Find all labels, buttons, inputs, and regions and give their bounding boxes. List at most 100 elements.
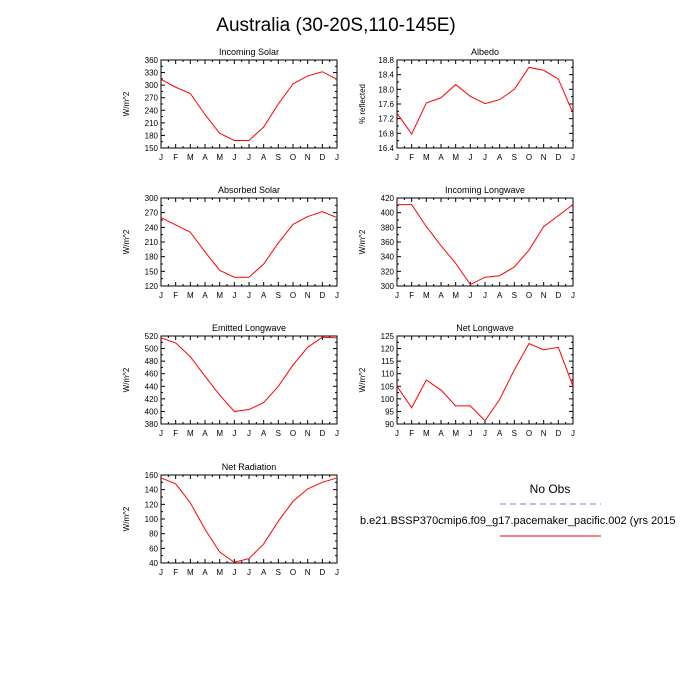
x-tick-label: J xyxy=(247,429,251,438)
x-tick-label: M xyxy=(423,291,430,300)
x-tick-label: F xyxy=(409,429,414,438)
y-tick-label: 18.0 xyxy=(378,85,394,94)
x-tick-label: M xyxy=(423,153,430,162)
y-tick-label: 440 xyxy=(145,382,159,391)
x-tick-label: M xyxy=(452,153,459,162)
x-tick-label: J xyxy=(159,568,163,577)
y-axis-label: W/m^2 xyxy=(358,367,367,392)
x-tick-label: O xyxy=(526,291,532,300)
y-tick-label: 240 xyxy=(145,223,159,232)
x-tick-label: S xyxy=(512,429,517,438)
x-tick-label: J xyxy=(232,291,236,300)
legend: No Obs b.e21.BSSP370cmip6.f09_g17.pacema… xyxy=(360,482,676,537)
y-tick-label: 420 xyxy=(145,395,159,404)
x-tick-label: S xyxy=(276,568,281,577)
y-tick-label: 60 xyxy=(149,544,158,553)
x-tick-label: J xyxy=(483,429,487,438)
x-tick-label: A xyxy=(261,568,267,577)
y-tick-label: 320 xyxy=(381,267,395,276)
y-axis-label: % reflected xyxy=(358,84,367,124)
x-tick-label: A xyxy=(202,153,208,162)
x-tick-label: J xyxy=(232,568,236,577)
y-tick-label: 180 xyxy=(145,131,159,140)
y-axis-label: W/m^2 xyxy=(122,91,131,116)
x-tick-label: J xyxy=(571,429,575,438)
y-tick-label: 520 xyxy=(145,332,159,341)
x-tick-label: N xyxy=(541,291,547,300)
plot-frame xyxy=(160,474,338,564)
x-tick-label: J xyxy=(571,291,575,300)
x-tick-label: A xyxy=(202,429,208,438)
x-tick-label: J xyxy=(335,429,339,438)
series-line xyxy=(396,66,574,136)
x-tick-label: F xyxy=(409,291,414,300)
y-tick-label: 40 xyxy=(149,559,158,568)
y-tick-label: 180 xyxy=(145,253,159,262)
y-tick-label: 300 xyxy=(145,194,159,203)
plot-frame xyxy=(160,335,338,425)
y-tick-label: 340 xyxy=(381,253,395,262)
x-tick-label: D xyxy=(555,291,561,300)
y-tick-label: 300 xyxy=(381,282,395,291)
x-tick-label: M xyxy=(216,153,223,162)
y-tick-label: 380 xyxy=(381,223,395,232)
x-tick-label: M xyxy=(187,291,194,300)
series-line xyxy=(160,211,338,278)
x-tick-label: F xyxy=(173,568,178,577)
x-tick-label: O xyxy=(290,568,296,577)
x-tick-label: J xyxy=(483,291,487,300)
y-tick-label: 400 xyxy=(381,209,395,218)
x-tick-label: J xyxy=(395,429,399,438)
x-tick-label: J xyxy=(247,153,251,162)
y-tick-label: 120 xyxy=(381,345,395,354)
panel-title: Net Longwave xyxy=(456,323,514,333)
x-tick-label: A xyxy=(202,568,208,577)
x-tick-label: M xyxy=(187,429,194,438)
x-tick-label: O xyxy=(290,153,296,162)
y-tick-label: 360 xyxy=(145,56,159,65)
y-axis-label: W/m^2 xyxy=(122,506,131,531)
x-tick-label: F xyxy=(173,429,178,438)
x-tick-label: S xyxy=(276,153,281,162)
x-tick-label: J xyxy=(395,153,399,162)
x-tick-label: S xyxy=(512,153,517,162)
y-tick-label: 80 xyxy=(149,530,158,539)
x-tick-label: D xyxy=(555,153,561,162)
figure-title: Australia (30-20S,110-145E) xyxy=(216,15,455,36)
panel-title: Absorbed Solar xyxy=(218,185,280,195)
y-tick-label: 100 xyxy=(145,515,159,524)
x-tick-label: D xyxy=(319,153,325,162)
x-tick-label: A xyxy=(202,291,208,300)
panel-title: Net Radiation xyxy=(222,462,277,472)
plot-frame xyxy=(396,197,574,287)
panel-title: Emitted Longwave xyxy=(212,323,286,333)
x-tick-label: O xyxy=(290,291,296,300)
x-tick-label: S xyxy=(276,429,281,438)
y-tick-label: 420 xyxy=(381,194,395,203)
x-tick-label: J xyxy=(335,291,339,300)
x-tick-label: M xyxy=(452,291,459,300)
y-tick-label: 18.4 xyxy=(378,71,394,80)
y-tick-label: 360 xyxy=(381,238,395,247)
x-tick-label: A xyxy=(497,153,503,162)
y-tick-label: 105 xyxy=(381,382,395,391)
x-tick-label: O xyxy=(290,429,296,438)
y-tick-label: 100 xyxy=(381,395,395,404)
y-tick-label: 115 xyxy=(381,357,394,366)
y-tick-label: 460 xyxy=(145,370,159,379)
x-tick-label: F xyxy=(409,153,414,162)
panel-title: Incoming Longwave xyxy=(445,185,525,195)
y-tick-label: 400 xyxy=(145,407,159,416)
y-tick-label: 140 xyxy=(145,486,159,495)
y-tick-label: 240 xyxy=(145,106,159,115)
legend-model-label: b.e21.BSSP370cmip6.f09_g17.pacemaker_pac… xyxy=(360,515,676,527)
series-line xyxy=(160,477,338,563)
y-tick-label: 270 xyxy=(145,209,159,218)
y-tick-label: 125 xyxy=(381,332,395,341)
x-tick-label: N xyxy=(305,429,311,438)
y-tick-label: 17.2 xyxy=(378,115,394,124)
